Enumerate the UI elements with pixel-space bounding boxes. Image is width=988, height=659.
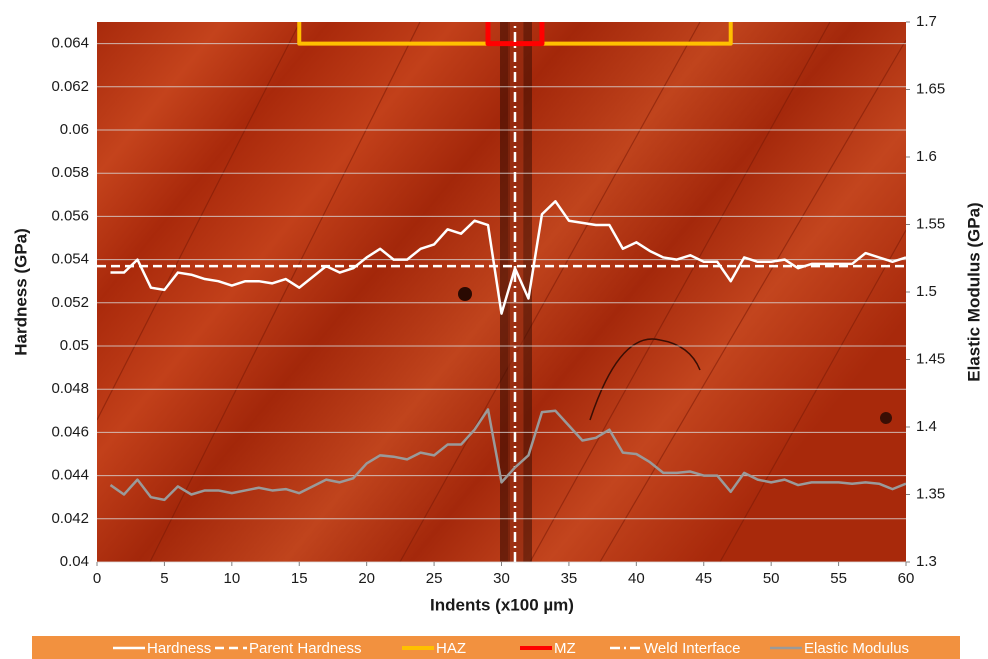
x-tick-label: 50: [763, 570, 780, 587]
legend-label: Parent Hardness: [249, 640, 362, 657]
y2-tick-label: 1.65: [916, 80, 945, 97]
legend-label: Weld Interface: [644, 640, 740, 657]
y-tick-label: 0.048: [51, 380, 89, 397]
series-line: [485, 22, 545, 47]
x-axis-title: Indents (x100 µm): [430, 595, 574, 614]
x-tick-label: 35: [561, 570, 578, 587]
y2-tick-label: 1.7: [916, 13, 937, 30]
y2-tick-label: 1.55: [916, 215, 945, 232]
x-tick-label: 15: [291, 570, 308, 587]
x-tick-label: 30: [493, 570, 510, 587]
series-line: [110, 200, 906, 315]
y-tick-label: 0.056: [51, 207, 89, 224]
y-tick-label: 0.052: [51, 294, 89, 311]
x-tick-label: 0: [93, 570, 101, 587]
x-tick-label: 40: [628, 570, 645, 587]
y-tick-label: 0.04: [60, 553, 89, 570]
y-tick-label: 0.058: [51, 164, 89, 181]
legend-label: Hardness: [147, 640, 211, 657]
y-tick-label: 0.064: [51, 35, 89, 52]
y2-tick-label: 1.5: [916, 283, 937, 300]
x-tick-label: 55: [830, 570, 847, 587]
x-tick-label: 5: [160, 570, 168, 587]
y2-tick-label: 1.35: [916, 485, 945, 502]
y-tick-label: 0.06: [60, 121, 89, 138]
y2-tick-label: 1.6: [916, 148, 937, 165]
legend-label: HAZ: [436, 640, 466, 657]
legend-box: [32, 636, 960, 659]
y-tick-label: 0.054: [51, 251, 89, 268]
x-tick-label: 60: [898, 570, 915, 587]
y2-tick-label: 1.45: [916, 350, 945, 367]
x-tick-label: 10: [223, 570, 240, 587]
y-tick-label: 0.042: [51, 510, 89, 527]
y-tick-label: 0.044: [51, 467, 89, 484]
x-tick-label: 25: [426, 570, 443, 587]
y2-axis-title: Elastic Modulus (GPa): [964, 202, 983, 381]
x-tick-label: 45: [695, 570, 712, 587]
y2-tick-label: 1.4: [916, 418, 937, 435]
legend-label: MZ: [554, 640, 576, 657]
legend-label: Elastic Modulus: [804, 640, 909, 657]
y-axis-title: Hardness (GPa): [11, 228, 30, 356]
series-lines: [97, 22, 906, 562]
series-line: [109, 408, 906, 502]
y-tick-label: 0.046: [51, 423, 89, 440]
y-tick-label: 0.05: [60, 337, 89, 354]
y2-tick-label: 1.3: [916, 553, 937, 570]
y-tick-label: 0.062: [51, 78, 89, 95]
micrograph-background: [97, 22, 906, 562]
x-tick-label: 20: [358, 570, 375, 587]
